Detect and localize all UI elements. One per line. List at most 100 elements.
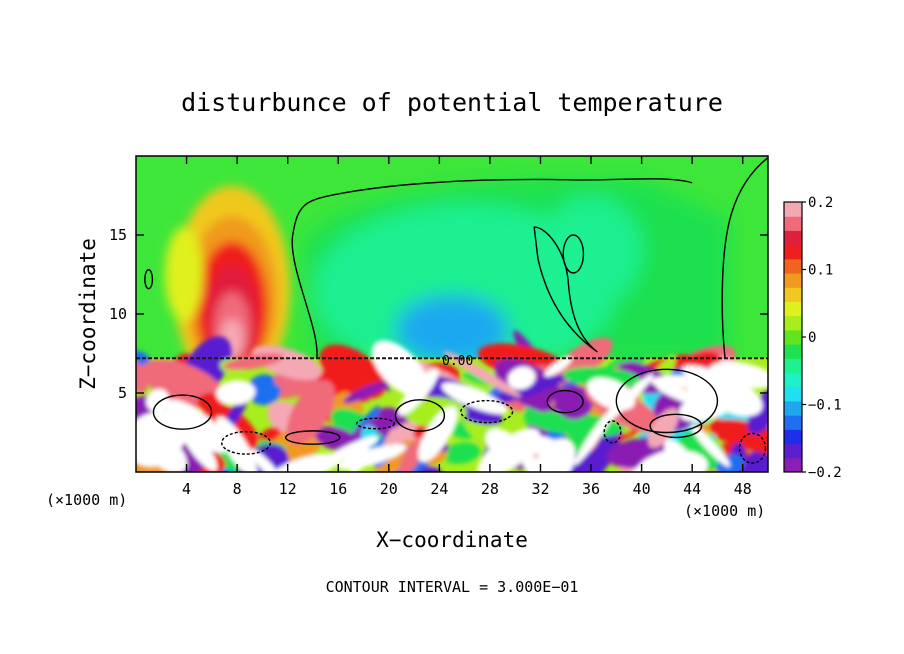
eddy-white (337, 444, 407, 470)
eddy-white (179, 422, 218, 472)
eddy-white (250, 449, 282, 472)
eddy (399, 439, 423, 472)
contour-eddy (221, 430, 272, 455)
layer-eddies (136, 330, 768, 472)
eddy-white (477, 428, 541, 472)
x-axis-unit-right: (×1000 m) (684, 502, 765, 520)
eddy (747, 386, 768, 435)
colorbar-segment (784, 386, 802, 402)
colorbar-segment (784, 329, 802, 345)
upper-smooth-blobs (300, 177, 731, 378)
colorbar-tick-label: −0.2 (808, 465, 842, 481)
colorbar-tick-label: 0.1 (808, 263, 833, 279)
contour-loop-eddy (615, 368, 719, 434)
contour-eddy (394, 399, 446, 432)
eddy-white (398, 368, 439, 416)
eddy (553, 385, 593, 420)
colorbar-segment (784, 358, 802, 374)
eddy-white (519, 449, 549, 472)
contour-inline-label: 0.00 (442, 354, 473, 369)
contour-eddy (738, 432, 767, 464)
colorbar-segment (784, 372, 802, 388)
cool-core (395, 295, 509, 365)
colorbar-segment (784, 301, 802, 317)
x-tick-label: 12 (279, 480, 297, 498)
contour-loop-small (562, 234, 585, 274)
y-tick-label: 5 (118, 384, 127, 402)
colorbar-segment (784, 457, 802, 473)
x-axis-unit-left: (×1000 m) (46, 491, 127, 509)
colorbar-segment (784, 230, 802, 246)
x-tick-label: 8 (233, 480, 242, 498)
eddy (136, 360, 148, 394)
contour-eddy (356, 417, 396, 430)
x-tick-label: 4 (182, 480, 191, 498)
eddy-white (664, 439, 701, 472)
colorbar-segment (784, 273, 802, 288)
eddy-white (272, 453, 341, 472)
contour-eddy (152, 394, 213, 430)
warm-patch-left (165, 227, 203, 322)
chart-title: disturbunce of potential temperature (181, 88, 723, 117)
eddy-white (690, 424, 731, 467)
eddy (442, 442, 481, 464)
eddy (485, 374, 569, 406)
eddy (136, 434, 179, 472)
colorbar-segment (784, 315, 802, 331)
x-tick-label: 36 (582, 480, 600, 498)
y-axis-label: Z−coordinate (76, 238, 100, 390)
colorbar-segment (784, 415, 802, 430)
colorbar-tick-label: 0 (808, 330, 816, 346)
plot-area (136, 156, 768, 472)
eddy (343, 381, 388, 404)
turbulent-layer (136, 330, 768, 472)
contour-eddy (460, 399, 514, 424)
colorbar-segment (784, 216, 802, 231)
contour-loop-center (533, 226, 598, 353)
y-tick-label: 15 (109, 226, 127, 244)
colorbar-segment (784, 443, 802, 459)
x-tick-label: 32 (531, 480, 549, 498)
colorbar-segment (784, 287, 802, 302)
y-tick-label: 10 (109, 305, 127, 323)
x-tick-label: 48 (734, 480, 752, 498)
x-tick-label: 40 (633, 480, 651, 498)
x-tick-label: 24 (430, 480, 448, 498)
eddy-white (371, 340, 428, 397)
contour-zero-upper (291, 178, 693, 359)
eddy (443, 351, 521, 398)
eddy-white (215, 416, 258, 472)
x-tick-label: 16 (329, 480, 347, 498)
eddy-white (216, 380, 256, 405)
contour-eddy (546, 389, 584, 414)
contour-lines (144, 157, 768, 464)
x-tick-label: 20 (380, 480, 398, 498)
colorbar: 0.2 0.1 0 −0.1 −0.2 (783, 195, 842, 481)
eddy-white (146, 388, 170, 413)
eddy (462, 372, 494, 386)
eddy (708, 419, 768, 455)
eddy-white (418, 406, 458, 463)
eddy-white (141, 431, 188, 472)
contour-eddy (603, 420, 622, 444)
eddy (648, 408, 679, 448)
contour-interval-text: CONTOUR INTERVAL = 3.000E−01 (326, 578, 579, 596)
eddy-white (544, 356, 572, 377)
eddy-white (441, 382, 508, 415)
colorbar-segment (784, 400, 802, 416)
colorbar-segment (784, 429, 802, 445)
colorbar-segment (784, 344, 802, 359)
eddy (286, 380, 335, 445)
contour-zero-right (721, 157, 768, 359)
contour-eddy (284, 430, 341, 445)
colorbar-tick-label: −0.1 (808, 398, 842, 414)
x-axis-label: X−coordinate (376, 528, 528, 552)
colorbar-segment (784, 244, 802, 260)
contour-eddy (649, 413, 703, 439)
colorbar-segment (784, 258, 802, 274)
cool-region-inner (312, 203, 617, 378)
colorbar-segment (784, 202, 802, 217)
x-tick-label: 44 (683, 480, 701, 498)
eddy (563, 366, 641, 389)
